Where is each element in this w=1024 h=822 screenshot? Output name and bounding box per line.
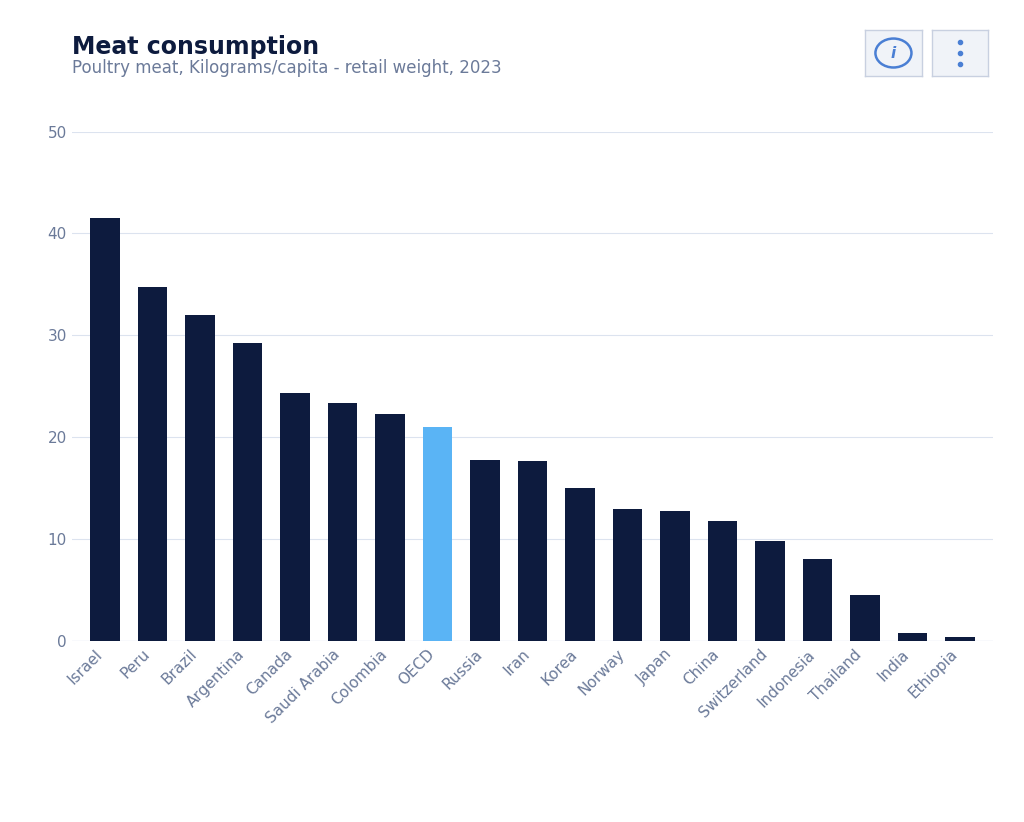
Bar bbox=[945, 637, 975, 641]
Bar bbox=[328, 403, 357, 641]
Bar bbox=[375, 413, 404, 641]
Bar bbox=[708, 521, 737, 641]
Text: i: i bbox=[891, 45, 896, 61]
Bar bbox=[137, 288, 167, 641]
Bar bbox=[756, 541, 784, 641]
Bar bbox=[612, 509, 642, 641]
Bar bbox=[518, 461, 547, 641]
Bar bbox=[470, 459, 500, 641]
Bar bbox=[803, 559, 833, 641]
Bar bbox=[281, 394, 309, 641]
Bar bbox=[660, 510, 690, 641]
Bar bbox=[898, 633, 928, 641]
Bar bbox=[232, 343, 262, 641]
Bar bbox=[185, 315, 215, 641]
Text: Poultry meat, Kilograms/capita - retail weight, 2023: Poultry meat, Kilograms/capita - retail … bbox=[72, 59, 502, 77]
Bar bbox=[565, 488, 595, 641]
Text: Meat consumption: Meat consumption bbox=[72, 35, 318, 58]
Bar bbox=[423, 427, 453, 641]
Bar bbox=[850, 595, 880, 641]
Bar bbox=[90, 218, 120, 641]
